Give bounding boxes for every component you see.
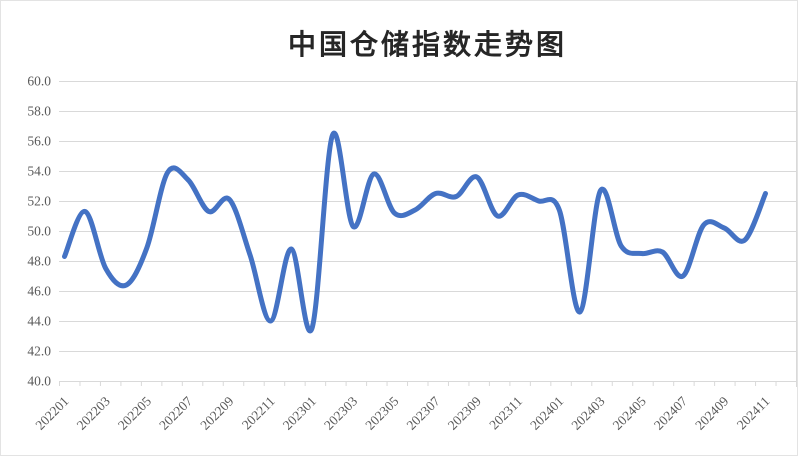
x-axis-label: 202403 [568, 393, 607, 432]
y-axis-label: 54.0 [27, 164, 51, 179]
x-axis-label: 202409 [692, 393, 731, 432]
x-axis-label: 202305 [362, 393, 401, 432]
x-axis-ticks [59, 381, 797, 386]
x-axis-label: 202209 [197, 393, 236, 432]
y-gridlines [59, 81, 796, 382]
y-axis-label: 52.0 [27, 194, 51, 209]
y-axis-label: 56.0 [27, 134, 51, 149]
x-axis-label: 202303 [321, 393, 360, 432]
y-axis-label: 46.0 [27, 284, 51, 299]
x-axis-label: 202309 [445, 393, 484, 432]
x-axis-label: 202411 [734, 394, 773, 433]
x-axis-label: 202311 [486, 394, 525, 433]
x-axis-label: 202211 [239, 394, 278, 433]
x-axis-label: 202207 [156, 393, 195, 432]
x-axis-label: 202401 [527, 394, 566, 433]
y-axis-label: 40.0 [27, 374, 51, 389]
y-axis-label: 44.0 [27, 314, 51, 329]
x-axis-label: 202405 [610, 393, 649, 432]
x-axis-label: 202203 [74, 393, 113, 432]
x-axis-label: 202407 [651, 393, 690, 432]
y-axis-label: 50.0 [27, 224, 51, 239]
y-axis-labels: 40.0 42.0 44.0 46.0 48.0 50.0 52.0 54.0 56.0 58.0… [27, 74, 51, 389]
x-axis-labels: 202201 202203 202205 202207 202209 202211 2023… [32, 393, 772, 432]
y-axis-label: 58.0 [27, 104, 51, 119]
x-axis-label: 202307 [403, 393, 442, 432]
x-axis-label: 202201 [32, 394, 71, 433]
y-axis-label: 42.0 [27, 344, 51, 359]
x-axis-label: 202205 [115, 393, 154, 432]
chart-title: 中国仓储指数走势图 [287, 30, 567, 61]
y-axis-label: 48.0 [27, 254, 51, 269]
x-axis-label: 202301 [280, 394, 319, 433]
warehousing-index-line [62, 130, 768, 334]
y-axis-label: 60.0 [27, 74, 51, 89]
